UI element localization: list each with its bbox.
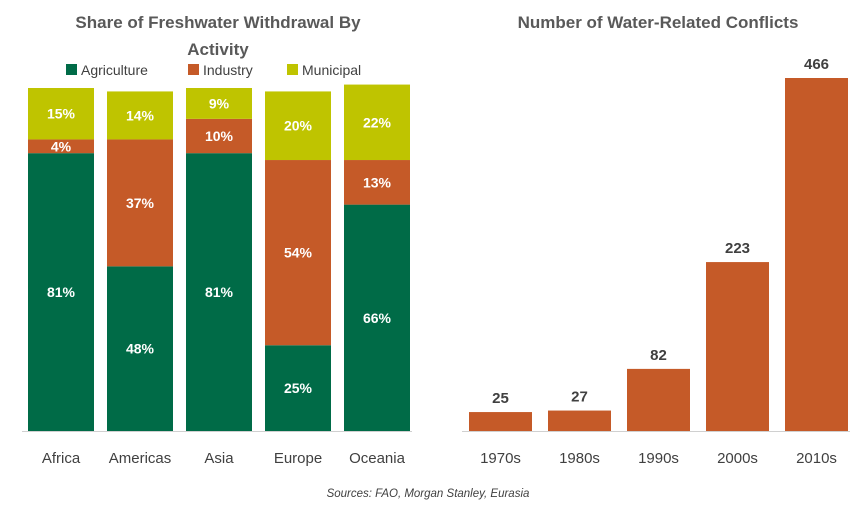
legend-label-industry: Industry <box>203 62 253 78</box>
bar-asia-agriculture <box>186 153 252 432</box>
bar-americas-industry <box>107 139 173 267</box>
conflicts-bars: 25 27 82 223 466 <box>469 56 848 431</box>
label-asia-municipal: 9% <box>209 95 230 111</box>
withdrawal-chart-title-line1: Share of Freshwater Withdrawal By <box>75 13 361 32</box>
bar-africa-municipal <box>28 88 94 140</box>
conflict-bar-1990s <box>627 368 690 431</box>
legend-label-municipal: Municipal <box>302 62 361 78</box>
source-note: Sources: FAO, Morgan Stanley, Eurasia <box>327 488 530 500</box>
bar-africa-industry <box>28 139 94 154</box>
conflict-bar-2000s <box>706 262 769 431</box>
legend-swatch-agriculture <box>66 64 77 75</box>
bar-europe-agriculture <box>265 345 331 431</box>
label-africa-agriculture: 81% <box>47 284 76 300</box>
bar-oceania-agriculture <box>344 204 410 431</box>
label-oceania-municipal: 22% <box>363 114 392 130</box>
label-europe-municipal: 20% <box>284 118 313 134</box>
label-africa-municipal: 15% <box>47 106 76 122</box>
tick-1990s: 1990s <box>638 450 679 467</box>
conflict-bar-2010s <box>785 78 848 431</box>
bar-asia-municipal <box>186 88 252 119</box>
withdrawal-chart-title-line2: Activity <box>187 40 249 59</box>
conflicts-x-ticks: 1970s 1980s 1990s 2000s 2010s <box>480 450 837 467</box>
label-europe-agriculture: 25% <box>284 380 313 396</box>
conflict-bar-1970s <box>469 412 532 431</box>
legend-label-agriculture: Agriculture <box>81 62 148 78</box>
bar-oceania-industry <box>344 160 410 205</box>
bar-africa-agriculture <box>28 153 94 432</box>
label-americas-agriculture: 48% <box>126 341 155 357</box>
label-asia-agriculture: 81% <box>205 284 234 300</box>
conflict-value-2000s: 223 <box>725 240 750 257</box>
bar-asia-industry <box>186 118 252 154</box>
withdrawal-x-ticks: Africa Americas Asia Europe Oceania <box>42 450 406 467</box>
label-africa-industry: 4% <box>51 138 72 154</box>
conflict-bar-1980s <box>548 410 611 431</box>
bar-europe-municipal <box>265 91 331 161</box>
conflict-value-1980s: 27 <box>571 389 588 406</box>
tick-1970s: 1970s <box>480 450 521 467</box>
tick-africa: Africa <box>42 450 81 467</box>
tick-1980s: 1980s <box>559 450 600 467</box>
bar-americas-municipal <box>107 91 173 140</box>
tick-oceania: Oceania <box>349 450 406 467</box>
conflict-value-1990s: 82 <box>650 347 667 364</box>
conflict-value-2010s: 466 <box>804 56 829 73</box>
bar-europe-industry <box>265 160 331 346</box>
tick-americas: Americas <box>109 450 172 467</box>
withdrawal-chart: Share of Freshwater Withdrawal By Activi… <box>22 13 412 467</box>
withdrawal-legend: Agriculture Industry Municipal <box>66 62 361 78</box>
tick-asia: Asia <box>204 450 234 467</box>
tick-europe: Europe <box>274 450 322 467</box>
label-asia-industry: 10% <box>205 128 234 144</box>
conflicts-chart: Number of Water-Related Conflicts 25 27 82… <box>462 13 850 467</box>
tick-2000s: 2000s <box>717 450 758 467</box>
tick-2010s: 2010s <box>796 450 837 467</box>
label-americas-municipal: 14% <box>126 107 155 123</box>
conflicts-chart-title: Number of Water-Related Conflicts <box>518 13 799 32</box>
label-oceania-industry: 13% <box>363 174 392 190</box>
legend-swatch-industry <box>188 64 199 75</box>
bar-americas-agriculture <box>107 266 173 431</box>
bar-oceania-municipal <box>344 84 410 161</box>
label-oceania-agriculture: 66% <box>363 310 392 326</box>
legend-swatch-municipal <box>287 64 298 75</box>
withdrawal-bars: 81% 4% 15% 48% 37% 14% 81% 10% 9% 25% 54% 20% 66% 13%… <box>28 84 410 432</box>
conflict-value-1970s: 25 <box>492 390 509 407</box>
label-europe-industry: 54% <box>284 245 313 261</box>
label-americas-industry: 37% <box>126 195 155 211</box>
